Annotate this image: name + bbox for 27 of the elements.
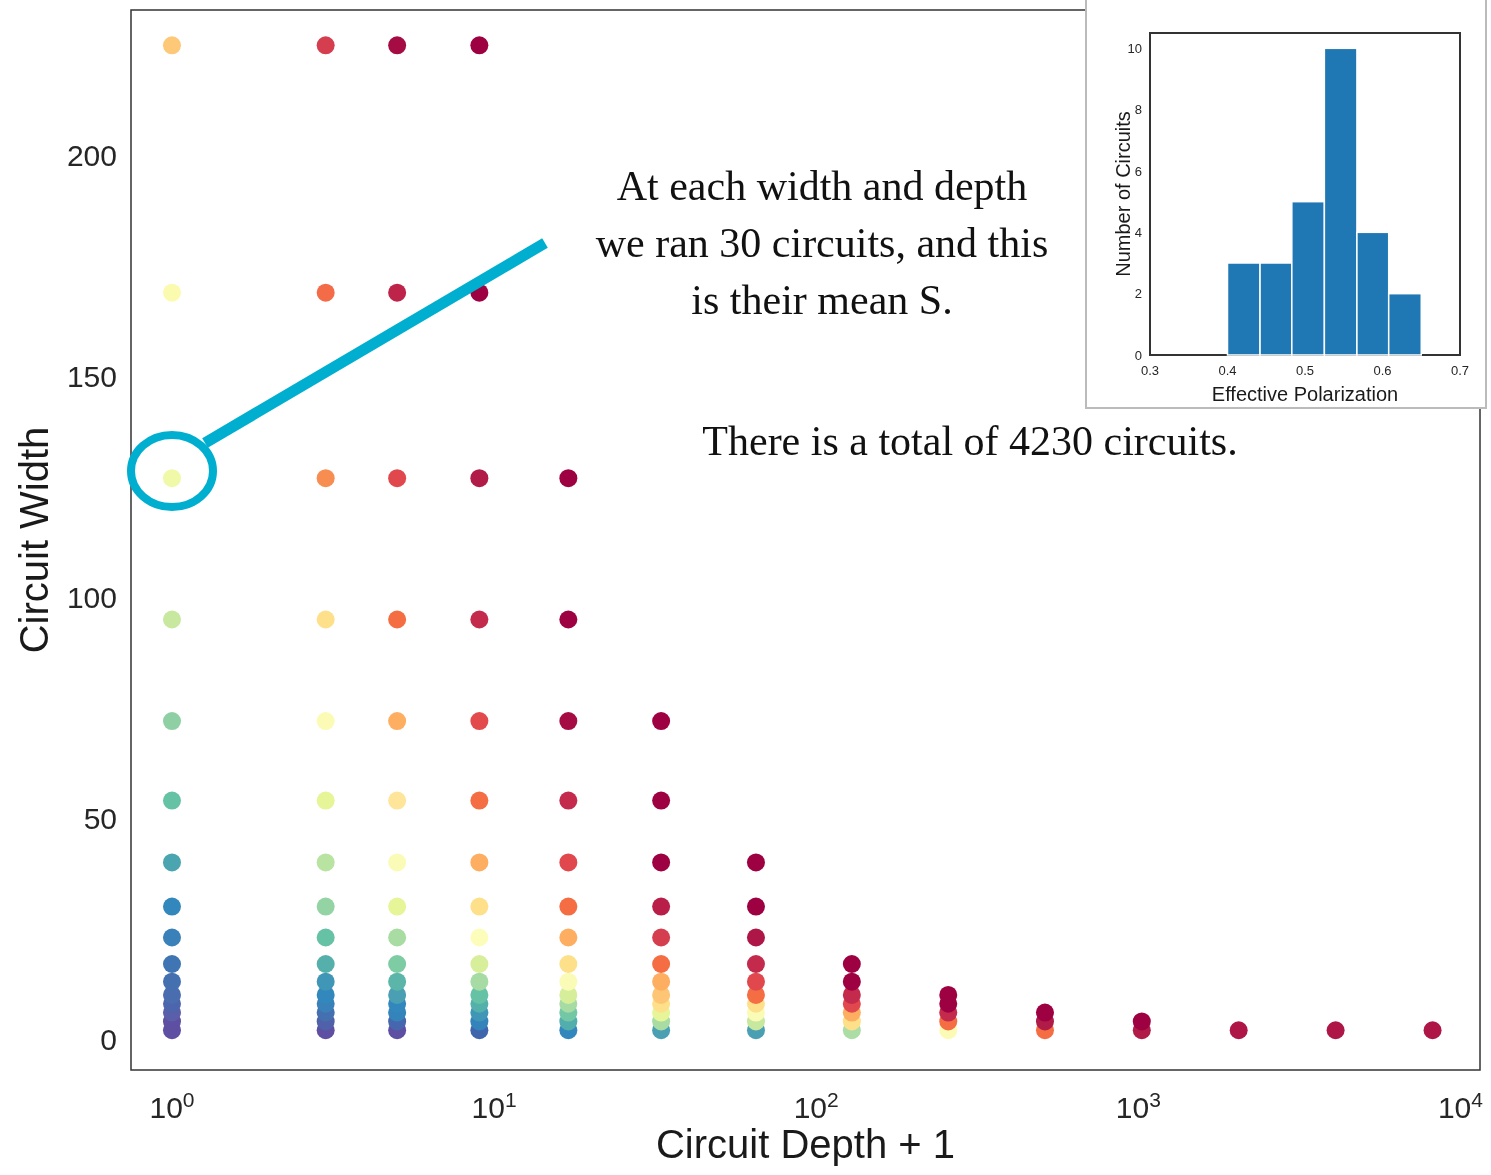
x-tick-label: 0.5 xyxy=(1295,363,1315,378)
y-tick-label: 2 xyxy=(1134,286,1142,302)
x-tick-label: 0.6 xyxy=(1373,363,1392,378)
y-tick-label: 150 xyxy=(66,360,117,394)
x-tick-label: 10$^{4}$ xyxy=(1437,1087,1484,1124)
y-tick-label: 4 xyxy=(1134,224,1142,240)
y-axis-title: Circuit Width xyxy=(12,426,56,654)
y-tick-label: 100 xyxy=(66,580,117,614)
annotation: There is a total of 4230 circuits. xyxy=(702,418,1238,464)
x-tick-label: 10$^{0}$ xyxy=(149,1087,195,1124)
y-tick-label: 10 xyxy=(1127,40,1142,56)
y-tick-label: 200 xyxy=(66,139,117,173)
x-tick-label: 10$^{2}$ xyxy=(793,1087,839,1124)
y-tick-label: 6 xyxy=(1134,163,1142,179)
x-axis-title: Effective Polarization xyxy=(1211,383,1399,405)
annotation: At each width and depth we ran 30 circuits, and this is their mean S. xyxy=(595,163,1049,323)
x-axis-title: Circuit Depth + 1 xyxy=(655,1122,956,1166)
y-tick-label: 8 xyxy=(1134,102,1142,118)
y-tick-label: 0 xyxy=(1134,347,1142,363)
x-tick-label: 0.7 xyxy=(1450,363,1470,378)
x-tick-label: 0.4 xyxy=(1218,363,1237,378)
y-tick-label: 50 xyxy=(83,801,117,835)
x-tick-label: 10$^{1}$ xyxy=(471,1087,517,1124)
y-tick-label: 0 xyxy=(100,1022,117,1056)
y-axis-title: Number of Circuits xyxy=(1112,111,1134,277)
x-tick-label: 0.3 xyxy=(1140,363,1160,378)
x-tick-label: 10$^{3}$ xyxy=(1115,1087,1161,1124)
